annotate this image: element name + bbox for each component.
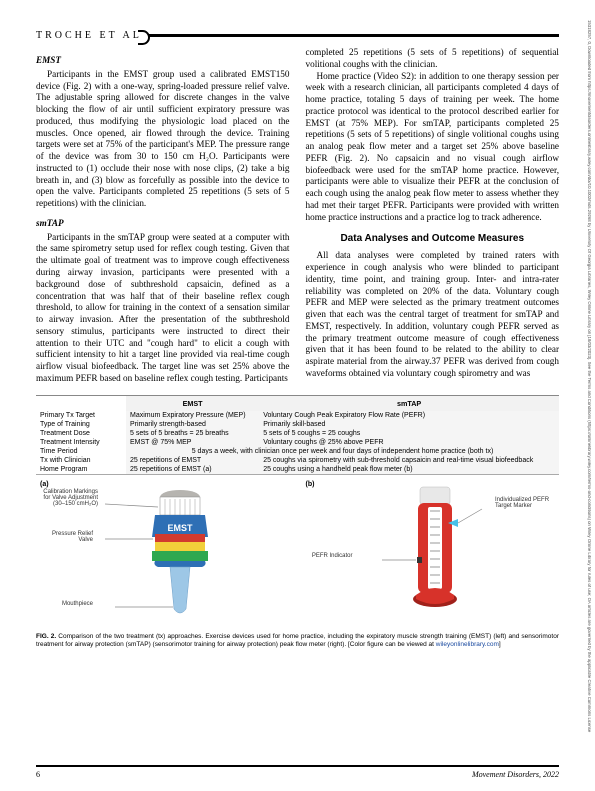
figure-2: EMST smTAP Primary Tx TargetMaximum Expi…	[36, 395, 559, 649]
heading-smtap: smTAP	[36, 218, 290, 230]
figure-caption: FIG. 2. Comparison of the two treatment …	[36, 633, 559, 649]
running-head-rule	[148, 34, 559, 37]
th-smtap: smTAP	[259, 396, 559, 411]
th-emst: EMST	[126, 396, 259, 411]
r0c0: Primary Tx Target	[36, 411, 126, 420]
r6c1: 25 repetitions of EMST (a)	[126, 465, 259, 475]
heading-data: Data Analyses and Outcome Measures	[306, 233, 560, 246]
annot-cal: Calibration Markings for Valve Adjustmen…	[38, 489, 98, 508]
r2c1: 5 sets of 5 breaths = 25 breaths	[126, 429, 259, 438]
r5c2: 25 coughs via spirometry with sub-thresh…	[259, 456, 559, 465]
footer: 6 Movement Disorders, 2022	[36, 765, 559, 779]
panel-a: (a)	[40, 481, 49, 488]
caption-link: wileyonlinelibrary.com	[436, 641, 499, 648]
r6c0: Home Program	[36, 465, 126, 475]
device-pefr: (b) Individualized PEFR Target Marker	[302, 479, 560, 624]
r3c1: EMST @ 75% MEP	[126, 438, 259, 447]
annot-marker: Individualized PEFR Target Marker	[495, 497, 555, 510]
emst-svg: EMST	[80, 479, 250, 624]
r1c0: Type of Training	[36, 420, 126, 429]
r2c0: Treatment Dose	[36, 429, 126, 438]
running-head-text: TROCHE ET AL	[36, 30, 142, 41]
device-emst: (a) EMST Calibration Markings fo	[36, 479, 294, 624]
annot-indicator: PEFR Indicator	[308, 553, 353, 559]
r4c0: Time Period	[36, 447, 126, 456]
r3c0: Treatment Intensity	[36, 438, 126, 447]
r6c2: 25 coughs using a handheld peak flow met…	[259, 465, 559, 475]
annot-mouth: Mouthpiece	[38, 601, 93, 607]
running-head: TROCHE ET AL	[36, 30, 559, 41]
page-number: 6	[36, 770, 40, 779]
r1c1: Primarily strength-based	[126, 420, 259, 429]
device-row: (a) EMST Calibration Markings fo	[36, 479, 559, 629]
caption-bold: FIG. 2.	[36, 633, 56, 640]
journal-name: Movement Disorders, 2022	[472, 770, 559, 779]
panel-b: (b)	[306, 481, 315, 488]
annot-valve: Pressure Relief Valve	[38, 531, 93, 544]
caption-text2: ]	[499, 641, 501, 648]
r5c1: 25 repetitions of EMST	[126, 456, 259, 465]
figure-table: EMST smTAP Primary Tx TargetMaximum Expi…	[36, 396, 559, 475]
r3c2: Voluntary coughs @ 25% above PEFR	[259, 438, 559, 447]
body-columns: EMST Participants in the EMST group used…	[36, 47, 559, 385]
para-data: All data analyses were completed by trai…	[306, 250, 560, 379]
r0c1: Maximum Expiratory Pressure (MEP)	[126, 411, 259, 420]
para-col2-1: completed 25 repetitions (5 sets of 5 re…	[306, 47, 560, 71]
r2c2: 5 sets of 5 coughs = 25 coughs	[259, 429, 559, 438]
svg-text:EMST: EMST	[167, 523, 193, 533]
para-emst: Participants in the EMST group used a ca…	[36, 69, 290, 210]
r5c0: Tx with Clinician	[36, 456, 126, 465]
license-strip: 15318257, 0, Downloaded from https://mov…	[581, 20, 591, 780]
para-smtap: Participants in the smTAP group were sea…	[36, 232, 290, 385]
para-col2-2: Home practice (Video S2): in addition to…	[306, 71, 560, 224]
r1c2: Primarily skill-based	[259, 420, 559, 429]
heading-emst: EMST	[36, 55, 290, 67]
r0c2: Voluntary Cough Peak Expiratory Flow Rat…	[259, 411, 559, 420]
pefr-svg	[340, 479, 520, 624]
th-blank	[36, 396, 126, 411]
r4c1: 5 days a week, with clinician once per w…	[126, 447, 559, 456]
